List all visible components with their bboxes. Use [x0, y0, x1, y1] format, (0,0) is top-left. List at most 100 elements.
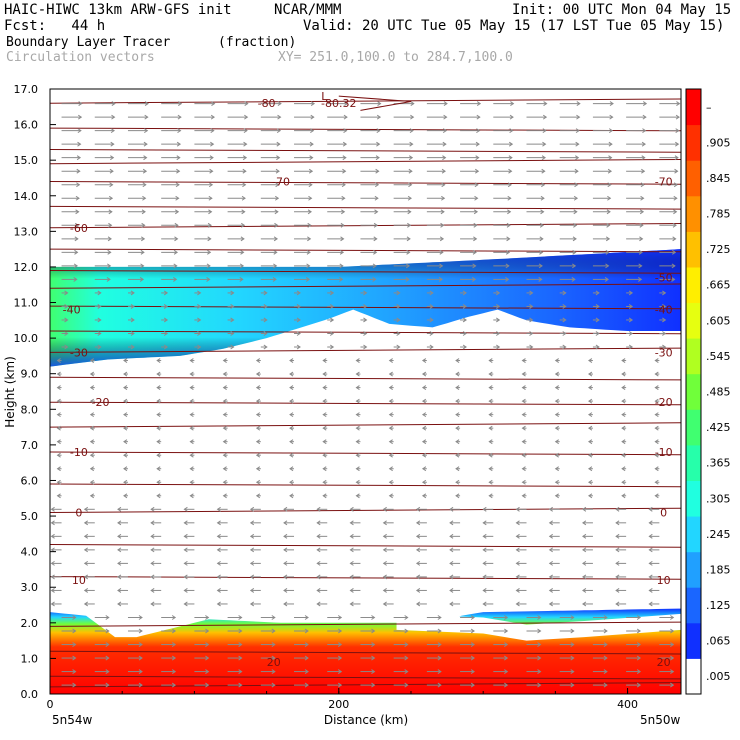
vector-arrow: [360, 155, 380, 161]
colorbar-swatch: [686, 231, 701, 268]
vector-arrow: [222, 466, 228, 472]
vector-arrow: [592, 317, 600, 323]
vector-arrow: [393, 155, 414, 161]
vector-arrow: [360, 182, 380, 188]
vector-arrow: [127, 141, 148, 147]
vector-arrow: [360, 290, 368, 296]
vector-arrow: [415, 588, 427, 593]
vector-arrow: [255, 452, 261, 458]
vector-arrow: [449, 533, 461, 539]
vector-arrow: [127, 276, 145, 282]
vector-arrow: [150, 601, 162, 607]
vector-arrow: [426, 195, 446, 201]
vector-arrow: [89, 452, 95, 458]
contour-label: -30: [70, 346, 88, 359]
vector-arrow: [194, 195, 213, 201]
vector-arrow: [260, 317, 268, 323]
vector-arrow: [94, 304, 102, 309]
vector-arrow: [150, 574, 162, 580]
vector-arrow: [621, 439, 627, 445]
vector-arrow: [360, 128, 381, 134]
vector-arrow: [455, 358, 461, 363]
vector-arrow: [526, 317, 534, 323]
vector-arrow: [316, 588, 328, 593]
vector-arrow: [460, 317, 467, 323]
vector-arrow: [615, 588, 627, 593]
vector-arrow: [426, 628, 442, 634]
vector-arrow: [515, 574, 527, 580]
vector-arrow: [227, 101, 249, 107]
vector-arrow: [322, 493, 328, 499]
vector-arrow: [526, 682, 542, 688]
vector-arrow: [621, 425, 627, 431]
vector-arrow: [388, 371, 394, 377]
vector-arrow: [349, 601, 361, 607]
vector-arrow: [294, 682, 309, 688]
vector-arrow: [189, 479, 195, 485]
vector-arrow: [349, 533, 361, 539]
vector-arrow: [94, 276, 111, 282]
vector-arrow: [493, 276, 510, 282]
vector-arrow: [294, 331, 301, 336]
vector-arrow: [415, 520, 427, 526]
vector-arrow: [216, 520, 228, 526]
vector-arrow: [360, 114, 382, 120]
vector-arrow: [260, 155, 281, 161]
vector-arrow: [621, 479, 627, 485]
vector-arrow: [559, 317, 567, 323]
vector-arrow: [61, 128, 82, 134]
vector-arrow: [426, 682, 442, 688]
vector-arrow: [216, 574, 228, 580]
contour-label: L: [321, 90, 328, 103]
vector-arrow: [360, 195, 379, 201]
vector-arrow: [183, 506, 195, 512]
vector-arrow: [426, 222, 445, 228]
vector-arrow: [659, 249, 677, 255]
vector-arrow: [626, 290, 634, 296]
vector-arrow: [61, 615, 77, 620]
vector-arrow: [460, 114, 481, 120]
vector-arrow: [260, 331, 268, 336]
vector-arrow: [260, 182, 280, 188]
tracer-fill: [50, 249, 681, 694]
vector-arrow: [426, 114, 448, 120]
vector-arrow: [156, 439, 162, 445]
vector-arrow: [183, 533, 195, 539]
vector-arrow: [316, 506, 328, 512]
vector-arrow: [460, 304, 467, 309]
vector-arrow: [194, 669, 210, 674]
vector-arrow: [360, 628, 376, 634]
vector-arrow: [127, 682, 143, 688]
colorbar-swatch: [686, 373, 701, 410]
vector-arrow: [360, 615, 376, 620]
vector-arrow: [455, 412, 461, 418]
vector-arrow: [222, 425, 228, 431]
vector-arrow: [460, 249, 477, 255]
vector-arrow: [460, 615, 475, 620]
vector-arrow: [582, 601, 593, 607]
vector-arrow: [194, 114, 216, 120]
contour-line: [49, 451, 682, 456]
vector-arrow: [626, 344, 634, 350]
vector-arrow: [316, 601, 328, 607]
vector-arrow: [515, 506, 527, 512]
vector-arrow: [493, 168, 513, 174]
vector-arrow: [482, 560, 494, 566]
vector-arrow: [94, 209, 113, 215]
vector-arrow: [554, 493, 560, 499]
vector-arrow: [582, 560, 593, 566]
vector-arrow: [626, 101, 648, 107]
vector-arrow: [294, 182, 313, 188]
vector-arrow: [289, 493, 295, 499]
vector-arrow: [648, 574, 660, 580]
colorbar-label: .125: [706, 599, 731, 612]
vector-arrow: [482, 506, 494, 512]
vector-arrow: [117, 601, 128, 607]
vector-arrow: [488, 358, 494, 363]
vector-arrow: [659, 168, 679, 174]
vector-arrow: [460, 276, 477, 282]
vector-arrow: [460, 628, 475, 634]
vector-arrow: [393, 236, 411, 242]
vector-arrow: [360, 669, 376, 674]
vector-arrow: [482, 601, 494, 607]
